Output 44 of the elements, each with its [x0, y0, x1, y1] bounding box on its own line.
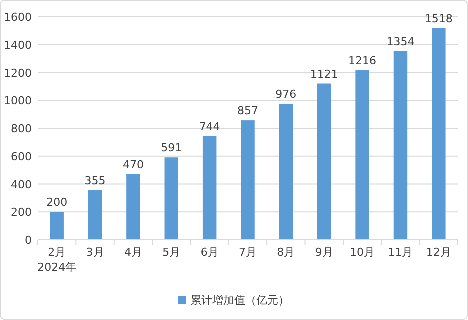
bar [394, 51, 408, 240]
data-label: 1518 [424, 12, 453, 26]
y-tick-label: 600 [11, 150, 32, 164]
x-tick-label: 10月 [350, 246, 376, 259]
data-label: 857 [238, 104, 258, 118]
y-tick-label: 0 [25, 234, 32, 247]
data-label: 744 [199, 120, 220, 134]
bar [241, 120, 255, 240]
bar [164, 158, 179, 240]
data-label: 1354 [386, 35, 415, 48]
legend: 累计增加值（亿元） [178, 294, 290, 307]
data-label: 591 [161, 142, 182, 155]
x-tick-label: 11月 [388, 246, 414, 259]
y-tick-label: 1000 [4, 94, 32, 108]
x-tick-label: 9月 [315, 246, 334, 259]
data-label: 1121 [310, 68, 338, 81]
data-label: 1216 [348, 54, 377, 68]
x-tick-label: 12月 [426, 246, 452, 259]
bar [50, 212, 64, 240]
data-label: 355 [84, 174, 106, 188]
x-tick-label: 7月 [239, 246, 257, 259]
x-tick-label: 3月 [86, 246, 104, 259]
y-tick-label: 400 [11, 178, 32, 192]
bar [202, 136, 217, 240]
bar [126, 174, 140, 240]
y-tick-label: 1600 [4, 11, 32, 24]
y-tick-label: 1400 [4, 38, 32, 52]
x-tick-label: 2月 [48, 246, 66, 259]
data-label: 200 [46, 196, 68, 210]
text: 2024年 [38, 261, 77, 274]
y-tick-label: 1200 [4, 66, 32, 80]
y-tick-label: 200 [11, 206, 32, 220]
bar [432, 28, 446, 240]
bar [279, 104, 294, 240]
x-tick-label: 6月 [200, 246, 219, 259]
x-tick-label: 8月 [277, 246, 296, 259]
x-tick-label: 4月 [124, 246, 142, 259]
bar [356, 70, 370, 240]
x-tick-label: 5月 [162, 246, 181, 259]
bar [317, 84, 332, 240]
y-tick-label: 800 [11, 122, 32, 136]
data-label: 470 [122, 158, 144, 172]
data-label: 976 [276, 88, 297, 101]
bar [88, 190, 102, 240]
